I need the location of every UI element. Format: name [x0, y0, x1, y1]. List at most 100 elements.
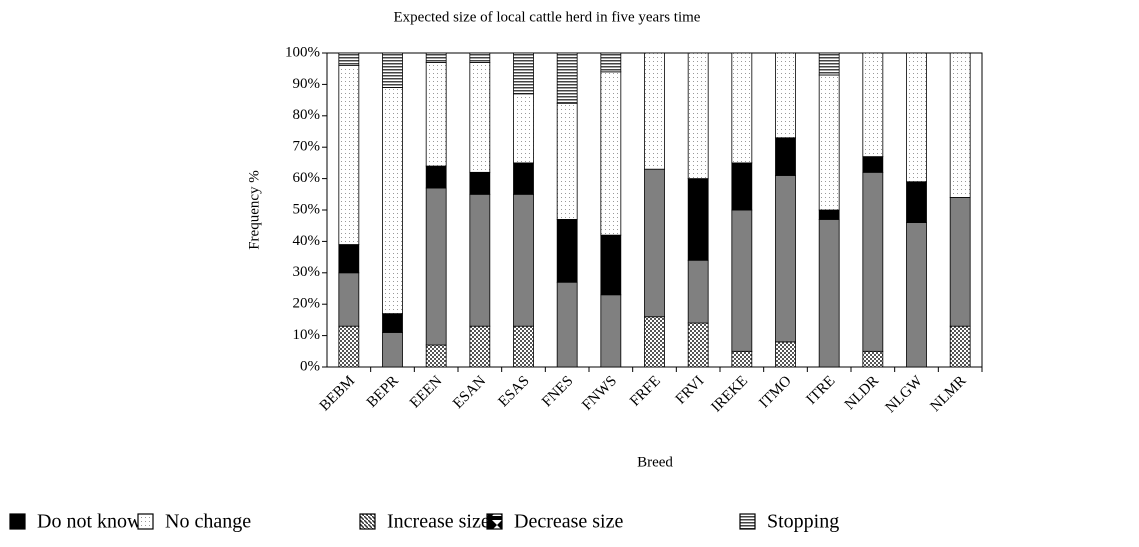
bar-segment: [644, 168, 665, 318]
bar-segment: [469, 325, 491, 368]
x-tick-label: ITMO: [756, 373, 795, 412]
x-tick-label: EEEN: [407, 373, 446, 412]
bar-segment: [338, 272, 360, 327]
bar-segment: [775, 137, 796, 176]
legend-swatch: [359, 513, 376, 530]
x-tick-label: ITRE: [804, 373, 839, 408]
x-tick-label: FRVI: [673, 373, 708, 408]
y-tick-label: 20%: [293, 296, 321, 312]
bar-segment: [425, 52, 447, 63]
bar-segment: [775, 175, 796, 343]
y-tick-label: 100%: [285, 44, 320, 60]
y-tick-label: 90%: [293, 76, 321, 92]
bar-segment: [556, 219, 578, 283]
legend-label: Decrease size: [514, 511, 623, 533]
legend-swatch: [137, 513, 154, 530]
bar-segment: [338, 244, 360, 274]
x-tick-label: ESAS: [496, 373, 533, 410]
y-tick-label: 70%: [293, 139, 321, 155]
bar-segment: [600, 52, 622, 73]
bar-segment: [906, 52, 927, 183]
bar-segment: [687, 259, 709, 324]
bar-segment: [862, 156, 884, 173]
y-tick-label: 10%: [293, 327, 321, 343]
x-tick-label: BEPR: [364, 373, 402, 411]
bar-segment: [906, 181, 927, 223]
bar-segment: [556, 52, 578, 104]
bar-segment: [687, 322, 709, 368]
x-tick-label: NLGW: [883, 372, 927, 416]
bar-segment: [862, 350, 884, 368]
bar-segment: [513, 52, 534, 95]
x-tick-label: NLDR: [842, 373, 882, 413]
y-tick-label: 60%: [293, 170, 321, 186]
bar-segment: [818, 219, 840, 368]
legend-label: Stopping: [767, 511, 839, 533]
bar-segment: [338, 65, 360, 245]
bar-segment: [556, 102, 578, 220]
bar-segment: [338, 325, 360, 368]
y-tick-label: 80%: [293, 107, 321, 123]
bar-segment: [425, 187, 447, 346]
x-tick-label: FRFE: [627, 373, 664, 410]
bar-segment: [644, 52, 665, 170]
bar-segment: [469, 52, 491, 63]
bar-segment: [731, 52, 753, 164]
y-tick-label: 50%: [293, 201, 321, 217]
legend-swatch: [486, 513, 503, 530]
bar-segment: [600, 234, 622, 296]
legend-label: Increase size: [387, 511, 490, 533]
y-tick-label: 40%: [293, 233, 321, 249]
bar-segment: [731, 162, 753, 211]
legend-swatch: [9, 513, 26, 530]
bar-segment: [949, 197, 971, 327]
bar-segment: [469, 171, 491, 195]
legend-label: Do not know: [37, 511, 142, 533]
y-tick-label: 30%: [293, 264, 321, 280]
bar-segment: [425, 62, 447, 167]
bar-segment: [513, 93, 534, 164]
bar-segment: [862, 171, 884, 352]
bar-segment: [425, 344, 447, 368]
bar-segment: [949, 325, 971, 368]
bar-segment: [731, 209, 753, 352]
x-tick-label: NLMR: [927, 373, 969, 415]
bar-segment: [382, 87, 403, 315]
legend-label: No change: [165, 511, 251, 533]
y-axis-label: Frequency %: [246, 170, 262, 250]
bar-segment: [513, 193, 534, 327]
bar-segment: [469, 193, 491, 327]
chart-title: Expected size of local cattle herd in fi…: [394, 9, 701, 25]
bar-segment: [644, 316, 665, 368]
bar-segment: [775, 341, 796, 368]
x-tick-label: FNWS: [579, 373, 620, 414]
x-axis-label: Breed: [637, 454, 673, 470]
bar-segment: [382, 332, 403, 368]
bar-segment: [862, 52, 884, 158]
bar-segment: [818, 52, 840, 76]
y-tick-label: 0%: [300, 358, 320, 374]
bar-segment: [775, 52, 796, 139]
bar-segment: [818, 209, 840, 220]
legend-swatch: [739, 513, 756, 530]
bar-segment: [382, 52, 403, 88]
x-tick-label: BEBM: [317, 373, 358, 414]
bar-segment: [556, 281, 578, 368]
bar-segment: [382, 313, 403, 333]
bar-segment: [425, 165, 447, 189]
bar-segment: [687, 178, 709, 261]
bar-segment: [687, 52, 709, 179]
bar-segment: [600, 71, 622, 236]
bar-segment: [906, 222, 927, 368]
bar-segment: [600, 294, 622, 368]
x-tick-label: ESAN: [450, 373, 489, 412]
x-tick-label: FNES: [539, 373, 576, 410]
bar-segment: [731, 350, 753, 368]
bar-segment: [949, 52, 971, 198]
bar-segment: [818, 74, 840, 211]
bar-segment: [513, 325, 534, 368]
x-tick-label: IREKE: [709, 373, 752, 416]
bar-segment: [513, 162, 534, 195]
bar-segment: [469, 62, 491, 173]
